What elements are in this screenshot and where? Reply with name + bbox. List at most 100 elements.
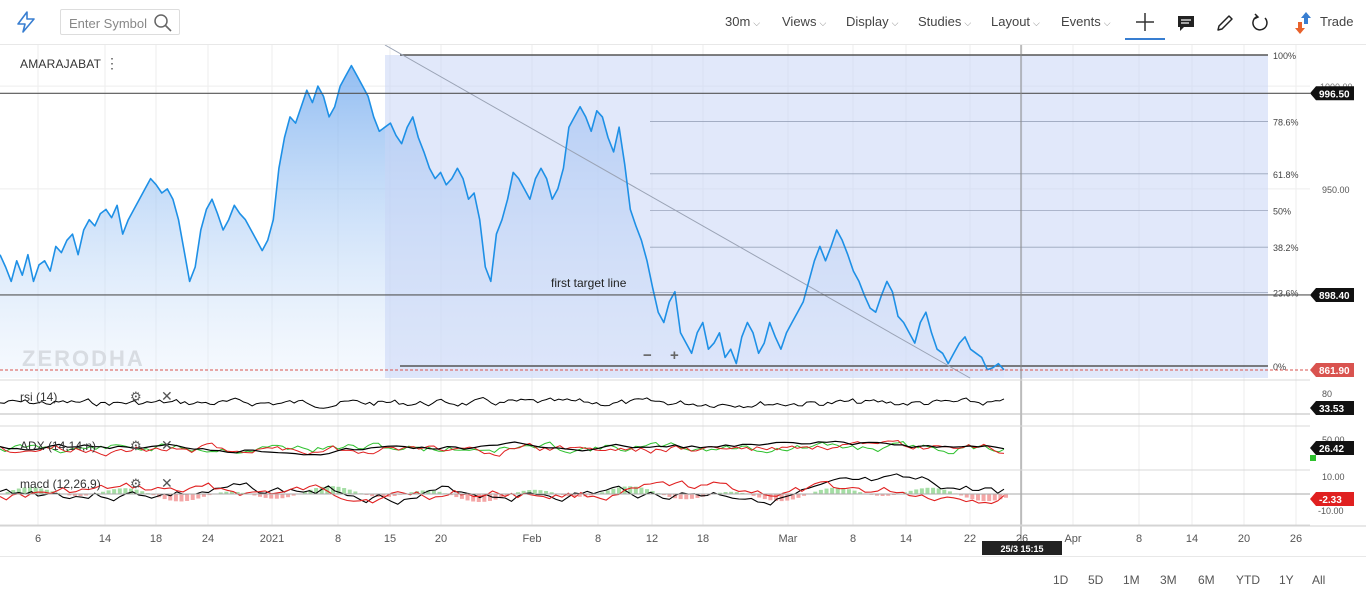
macd-histogram-bar xyxy=(914,489,919,494)
close-icon[interactable]: ✕ xyxy=(161,388,173,404)
macd-histogram-bar xyxy=(527,490,532,494)
macd-histogram-bar xyxy=(802,494,807,496)
crosshair-button[interactable] xyxy=(1125,6,1165,40)
macd-histogram-bar xyxy=(426,490,431,494)
range-button-ytd[interactable]: YTD xyxy=(1236,573,1260,587)
macd-histogram-bar xyxy=(33,487,38,494)
macd-histogram-bar xyxy=(566,494,571,496)
search-icon[interactable] xyxy=(153,13,173,33)
gear-icon[interactable]: ⚙ xyxy=(130,389,142,404)
macd-histogram-bar xyxy=(140,491,145,494)
gear-icon[interactable]: ⚙ xyxy=(130,438,142,453)
macd-histogram-bar xyxy=(241,492,246,494)
macd-histogram-bar xyxy=(218,492,223,494)
macd-histogram-bar xyxy=(970,494,975,500)
macd-histogram-bar xyxy=(762,494,767,500)
macd-histogram-bar xyxy=(342,488,347,494)
views-dropdown[interactable]: Views ⌵ xyxy=(782,14,826,29)
fib-level-label: 50% xyxy=(1273,207,1291,217)
studies-dropdown[interactable]: Studies ⌵ xyxy=(918,14,971,29)
pencil-icon[interactable] xyxy=(1214,12,1236,34)
x-tick-label: 8 xyxy=(1136,533,1142,545)
events-dropdown[interactable]: Events ⌵ xyxy=(1061,14,1111,29)
chevron-down-icon: ⌵ xyxy=(1033,18,1040,28)
macd-histogram-bar xyxy=(605,490,610,494)
interval-dropdown[interactable]: 30m ⌵ xyxy=(725,14,760,29)
macd-histogram-bar xyxy=(600,492,605,494)
range-button-1d[interactable]: 1D xyxy=(1053,573,1069,587)
x-tick-label: 8 xyxy=(335,533,341,545)
x-tick-label: 22 xyxy=(964,533,976,545)
chart-area[interactable]: ZERODHA 100% 78.6% 61.8% 50% 38.2% 23.6% 0% firs… xyxy=(0,44,1366,555)
trade-button[interactable]: Trade xyxy=(1320,14,1354,29)
range-button-5d[interactable]: 5D xyxy=(1088,573,1104,587)
macd-histogram-bar xyxy=(998,494,1003,500)
macd-histogram-bar xyxy=(106,490,111,494)
macd-histogram-bar xyxy=(482,494,487,502)
macd-histogram-bar xyxy=(774,494,779,501)
price-tag-label: 33.53 xyxy=(1319,404,1344,415)
macd-histogram-bar xyxy=(639,487,644,494)
adx-minus-line xyxy=(0,439,1005,457)
search-input[interactable] xyxy=(69,14,153,32)
macd-histogram-bar xyxy=(757,494,762,498)
chevron-down-icon: ⌵ xyxy=(891,18,899,28)
close-icon[interactable]: ✕ xyxy=(161,437,173,453)
lightning-logo-icon[interactable] xyxy=(14,10,38,34)
macd-histogram-bar xyxy=(572,494,577,497)
price-tag xyxy=(1310,401,1354,415)
macd-histogram-bar xyxy=(84,494,89,496)
display-dropdown[interactable]: Display ⌵ xyxy=(846,14,898,29)
price-tag-label: 898.40 xyxy=(1319,291,1350,302)
adx-plus-line xyxy=(0,441,1005,455)
symbol-label[interactable]: AMARAJABAT xyxy=(20,57,102,71)
range-button-1y[interactable]: 1Y xyxy=(1279,573,1294,587)
macd-histogram-bar xyxy=(549,492,554,494)
macd-histogram-bar xyxy=(538,490,543,494)
macd-axis-tick: -10.00 xyxy=(1318,506,1344,516)
range-button-all[interactable]: All xyxy=(1312,573,1326,587)
reset-icon[interactable] xyxy=(1249,12,1271,34)
macd-histogram-bar xyxy=(695,494,700,498)
price-tag-label: 26.42 xyxy=(1319,444,1344,455)
macd-histogram-bar xyxy=(409,492,414,494)
chevron-down-icon: ⌵ xyxy=(819,18,827,28)
macd-histogram-bar xyxy=(269,494,274,499)
watermark-text: ZERODHA xyxy=(22,346,145,371)
close-icon[interactable]: ✕ xyxy=(161,475,173,491)
macd-histogram-bar xyxy=(44,489,49,494)
macd-histogram-bar xyxy=(286,494,291,498)
range-button-6m[interactable]: 6M xyxy=(1198,573,1215,587)
macd-histogram-bar xyxy=(521,490,526,494)
macd-histogram-bar xyxy=(117,488,122,494)
crosshair-icon xyxy=(1136,13,1154,31)
macd-histogram-bar xyxy=(179,494,184,502)
macd-histogram-bar xyxy=(319,486,324,494)
macd-histogram-bar xyxy=(454,494,459,498)
macd-histogram-bar xyxy=(841,488,846,494)
macd-histogram-bar xyxy=(830,487,835,494)
x-tick-label: 18 xyxy=(150,533,162,545)
display-label: Display xyxy=(846,14,889,29)
price-chart[interactable]: ZERODHA 100% 78.6% 61.8% 50% 38.2% 23.6% 0% firs… xyxy=(0,44,1366,555)
price-line xyxy=(0,64,1005,371)
zoom-in-button[interactable]: + xyxy=(670,347,679,364)
trade-arrows-icon[interactable] xyxy=(1292,10,1314,36)
symbol-search[interactable] xyxy=(60,9,180,35)
gear-icon[interactable]: ⚙ xyxy=(130,476,142,491)
macd-histogram-bar xyxy=(729,491,734,494)
range-button-1m[interactable]: 1M xyxy=(1123,573,1140,587)
macd-histogram-bar xyxy=(431,490,436,494)
layout-dropdown[interactable]: Layout ⌵ xyxy=(991,14,1040,29)
macd-histogram-bar xyxy=(768,494,773,501)
macd-histogram-bar xyxy=(959,494,964,496)
zoom-out-button[interactable]: − xyxy=(643,347,652,364)
macd-histogram-bar xyxy=(667,494,672,497)
comment-icon[interactable] xyxy=(1175,12,1197,34)
macd-histogram-bar xyxy=(134,489,139,494)
x-tick-label: 20 xyxy=(1238,533,1250,545)
symbol-menu-icon[interactable]: ⋮ xyxy=(105,55,119,71)
macd-histogram-bar xyxy=(689,494,694,499)
macd-histogram-bar xyxy=(628,486,633,494)
range-button-3m[interactable]: 3M xyxy=(1160,573,1177,587)
